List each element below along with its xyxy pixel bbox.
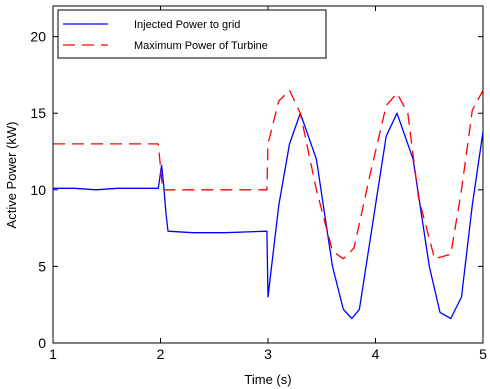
series-layer [53,89,484,320]
x-tick-label: 4 [372,346,380,362]
x-tick-label: 5 [479,346,487,362]
y-tick-label: 15 [30,105,46,121]
y-tick-label: 20 [30,29,46,45]
series-line-maximum-power [53,89,484,260]
x-axis-label: Time (s) [244,372,291,387]
x-tick-label: 3 [264,346,272,362]
y-tick-label: 10 [30,182,46,198]
tick-group: 1 2 3 4 5 0 5 10 15 20 [30,6,487,362]
x-tick-label: 1 [49,346,57,362]
x-tick-label: 2 [157,346,165,362]
series-line-injected-power [53,112,484,320]
legend: Injected Power to grid Maximum Power of … [57,9,327,59]
y-axis-label: Active Power (kW) [4,122,19,229]
legend-label-injected: Injected Power to grid [134,19,240,31]
y-tick-label: 0 [38,335,46,351]
y-tick-label: 5 [38,258,46,274]
legend-label-max: Maximum Power of Turbine [134,40,268,52]
legend-box [57,9,327,59]
